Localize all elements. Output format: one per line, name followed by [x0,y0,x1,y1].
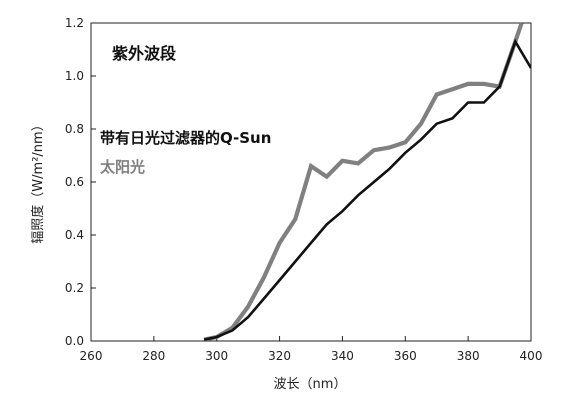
series-line-qsun [203,38,531,341]
y-tick-label: 0.0 [65,334,84,348]
x-tick-label: 300 [205,349,228,363]
legend-sunlight: 太阳光 [100,158,145,176]
x-tick-label: 260 [80,349,103,363]
y-tick-label: 0.6 [65,175,84,189]
legend-qsun: 带有日光过滤器的Q-Sun [100,129,271,147]
y-tick-label: 1.2 [65,16,84,30]
chart-annotation: 紫外波段 [112,44,177,63]
y-tick-label: 1.0 [65,69,84,83]
y-tick-label: 0.2 [65,281,84,295]
x-tick-label: 360 [394,349,417,363]
y-axis-title: 辐照度（W/m²/nm） [30,118,46,243]
x-tick-label: 400 [520,349,543,363]
y-tick-label: 0.4 [65,228,84,242]
y-tick-label: 0.8 [65,122,84,136]
x-tick-label: 320 [268,349,291,363]
series-line-sunlight [203,23,524,341]
plot-frame [90,22,532,342]
x-axis-title: 波长（nm） [274,377,347,392]
x-tick-label: 340 [331,349,354,363]
x-tick-label: 380 [457,349,480,363]
x-tick-label: 280 [142,349,165,363]
